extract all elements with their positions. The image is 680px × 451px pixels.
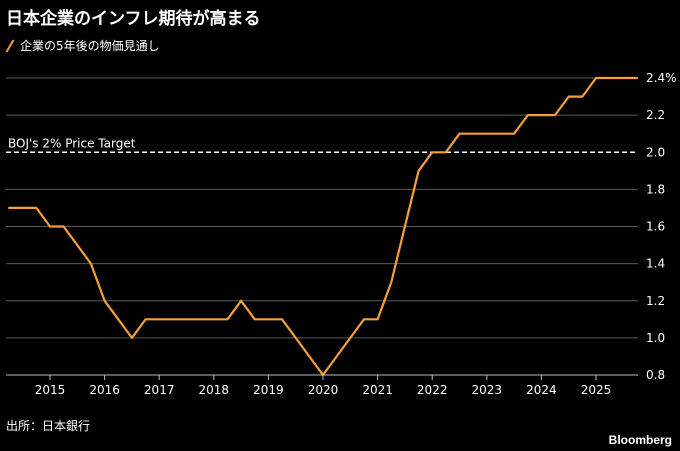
source-note: 出所：日本銀行 [6, 419, 91, 433]
data-point [445, 151, 447, 153]
data-point [595, 77, 597, 79]
data-point [49, 225, 51, 228]
data-point [486, 133, 488, 135]
x-axis: 2015 2016 2017 2018 2019 2020 2021 2022 2023 2024… [6, 374, 638, 397]
data-point [554, 114, 556, 116]
y-tick-label: 2.4% [646, 71, 677, 85]
data-point [254, 318, 256, 320]
data-point [35, 207, 38, 209]
data-point [568, 96, 570, 98]
y-axis: 0.8 1.0 1.2 1.4 1.6 1.8 2.0 2.2 2.4% [646, 71, 677, 382]
data-point [499, 133, 501, 135]
x-tick-label: 2019 [253, 383, 284, 397]
brand-logo: Bloomberg [608, 433, 672, 447]
data-point [308, 355, 310, 357]
data-point [363, 318, 365, 320]
data-point [336, 355, 338, 357]
x-tick-label: 2020 [308, 383, 339, 397]
x-tick-label: 2015 [35, 383, 66, 397]
data-point [513, 133, 515, 135]
data-point [404, 225, 406, 228]
data-point [90, 263, 92, 265]
x-tick-label: 2016 [89, 383, 120, 397]
data-point [609, 77, 611, 79]
y-tick-label: 1.2 [646, 294, 665, 308]
data-point [158, 318, 160, 320]
data-point [104, 300, 106, 302]
x-tick-label: 2018 [199, 383, 230, 397]
x-tick-label: 2022 [417, 383, 448, 397]
data-point [281, 318, 283, 320]
series-line [8, 76, 639, 377]
data-point [349, 337, 351, 339]
data-point [267, 318, 269, 320]
x-tick-label: 2024 [526, 383, 557, 397]
x-tick-label: 2017 [144, 383, 175, 397]
data-point [390, 281, 392, 283]
legend: 企業の5年後の物価見通し [6, 37, 160, 54]
grid-lines [6, 77, 638, 376]
data-point [131, 337, 133, 339]
x-tick-label: 2025 [581, 383, 612, 397]
y-tick-label: 2.0 [646, 145, 665, 159]
data-point [377, 318, 379, 320]
y-tick-label: 1.4 [646, 257, 665, 271]
data-point [295, 337, 297, 339]
data-point [172, 318, 174, 320]
reference-line-group: BOJ's 2% Price Target [6, 136, 638, 154]
data-point [185, 318, 188, 320]
data-point [240, 300, 242, 302]
data-point [213, 318, 215, 320]
data-point [145, 318, 147, 320]
data-point [8, 207, 10, 209]
data-point [472, 133, 474, 135]
y-tick-label: 2.2 [646, 108, 665, 122]
data-point [418, 170, 420, 172]
data-point [527, 114, 529, 116]
data-point [540, 114, 543, 116]
x-tick-label: 2023 [472, 383, 503, 397]
data-point [581, 96, 584, 98]
data-point [199, 318, 201, 320]
data-point [636, 77, 638, 79]
data-point [63, 225, 65, 228]
y-tick-label: 0.8 [646, 368, 665, 382]
data-point [431, 151, 433, 153]
y-tick-label: 1.0 [646, 331, 665, 345]
data-point [226, 318, 229, 320]
x-tick-label: 2021 [362, 383, 393, 397]
y-tick-label: 1.8 [646, 182, 665, 196]
reference-line-label: BOJ's 2% Price Target [8, 136, 136, 150]
data-point [622, 77, 624, 79]
data-point [117, 318, 119, 320]
legend-label: 企業の5年後の物価見通し [20, 39, 160, 53]
y-tick-label: 1.6 [646, 220, 665, 234]
data-point [76, 244, 78, 246]
data-point [458, 133, 461, 135]
chart-title: 日本企業のインフレ期待が高まる [6, 9, 261, 29]
series-group [8, 76, 639, 377]
